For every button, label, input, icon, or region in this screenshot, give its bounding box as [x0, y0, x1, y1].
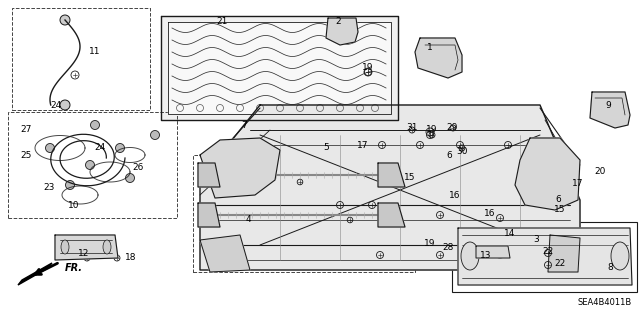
Text: 3: 3 [533, 235, 539, 244]
Text: FR.: FR. [65, 263, 83, 273]
Ellipse shape [103, 240, 111, 254]
Polygon shape [415, 38, 462, 78]
Polygon shape [548, 235, 580, 272]
Text: 24: 24 [94, 144, 106, 152]
Polygon shape [18, 263, 52, 285]
Text: 24: 24 [51, 100, 61, 109]
Text: 29: 29 [446, 123, 458, 132]
Text: 14: 14 [504, 229, 516, 239]
Bar [452, 222, 637, 292]
Text: 30: 30 [456, 147, 468, 157]
Text: 18: 18 [125, 253, 137, 262]
Ellipse shape [611, 242, 629, 270]
Circle shape [60, 15, 70, 25]
Text: 26: 26 [132, 164, 144, 173]
Circle shape [150, 130, 159, 139]
Polygon shape [378, 163, 405, 187]
Circle shape [65, 181, 74, 189]
Circle shape [45, 144, 54, 152]
Text: 22: 22 [554, 258, 566, 268]
Polygon shape [515, 138, 580, 210]
Bar [193, 155, 415, 272]
Text: 25: 25 [20, 151, 32, 160]
Text: 16: 16 [449, 191, 461, 201]
Text: 12: 12 [78, 249, 90, 257]
Polygon shape [378, 203, 405, 227]
Ellipse shape [61, 240, 69, 254]
Text: 21: 21 [216, 18, 228, 26]
Text: 19: 19 [362, 63, 374, 72]
Polygon shape [55, 235, 118, 260]
Polygon shape [326, 18, 358, 45]
Text: 10: 10 [68, 201, 80, 210]
Text: 9: 9 [605, 100, 611, 109]
Polygon shape [200, 235, 250, 272]
Text: 16: 16 [484, 210, 496, 219]
Text: 5: 5 [323, 144, 329, 152]
Text: 19: 19 [424, 239, 436, 248]
Bar [12, 8, 150, 110]
Polygon shape [200, 138, 280, 198]
Text: 22: 22 [542, 247, 554, 256]
Text: 13: 13 [480, 250, 492, 259]
Text: SEA4B4011B: SEA4B4011B [578, 298, 632, 307]
Polygon shape [198, 163, 220, 187]
Text: 4: 4 [245, 216, 251, 225]
Circle shape [60, 100, 70, 110]
Text: 15: 15 [554, 205, 566, 214]
Text: 23: 23 [44, 183, 54, 192]
Text: 6: 6 [555, 196, 561, 204]
Text: 11: 11 [89, 48, 100, 56]
Bar [8, 112, 177, 218]
Circle shape [115, 144, 125, 152]
Circle shape [90, 121, 99, 130]
Polygon shape [168, 22, 391, 114]
Text: 8: 8 [607, 263, 613, 272]
Polygon shape [476, 246, 510, 258]
Text: 31: 31 [406, 123, 418, 132]
Ellipse shape [461, 242, 479, 270]
Text: 17: 17 [357, 142, 369, 151]
Text: 20: 20 [595, 167, 605, 176]
Text: 15: 15 [404, 174, 416, 182]
Polygon shape [590, 92, 630, 128]
Polygon shape [458, 228, 632, 285]
Text: 7: 7 [241, 121, 247, 130]
Polygon shape [200, 105, 580, 270]
Polygon shape [161, 16, 398, 120]
Text: 27: 27 [20, 125, 32, 135]
Text: 2: 2 [335, 18, 341, 26]
Text: 1: 1 [427, 43, 433, 53]
Text: 17: 17 [572, 179, 584, 188]
Polygon shape [198, 203, 220, 227]
Text: 28: 28 [442, 243, 454, 253]
Circle shape [86, 160, 95, 169]
Text: 19: 19 [426, 125, 438, 135]
Circle shape [125, 174, 134, 182]
Text: 6: 6 [446, 151, 452, 160]
